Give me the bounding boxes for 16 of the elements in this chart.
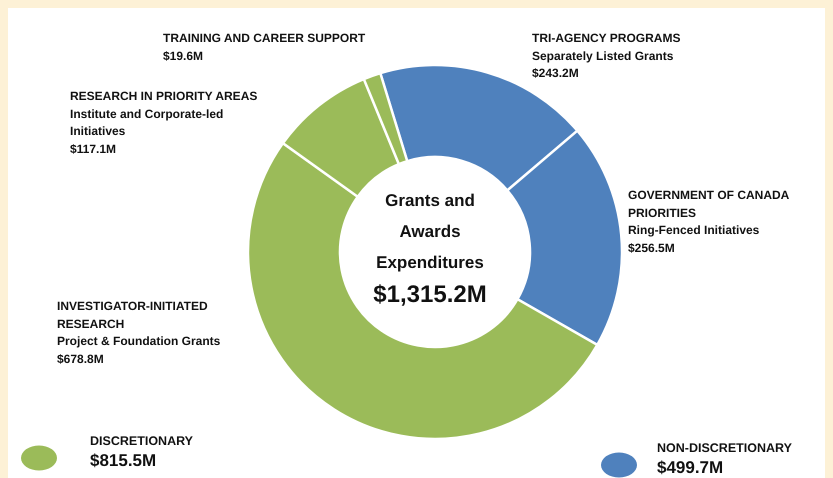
slice-label: RESEARCH IN PRIORITY AREAS Institute and Corporate-led Initiatives [70, 88, 258, 140]
text: $499.7M [657, 457, 724, 478]
slice-label: GOVERNMENT OF CANADA PRIORITIES Ring-Fenced Initiatives [628, 187, 790, 239]
data-label: $256.5M [628, 240, 676, 256]
data-label: $243.2M [532, 65, 580, 82]
text: $1,315.2M [372, 280, 488, 310]
text: DISCRETIONARY [90, 433, 194, 450]
text: Grants and Awards Expenditures [375, 190, 485, 274]
text: NON-DISCRETIONARY [657, 440, 792, 457]
data-label: $117.1M [70, 140, 118, 158]
text: $815.5M [90, 450, 158, 472]
slice-label: TRAINING AND CAREER SUPPORT [163, 30, 366, 47]
data-label: $19.6M [163, 48, 204, 64]
data-label: $678.8M [57, 350, 105, 368]
slice-label: INVESTIGATOR-INITIATED RESEARCH Project & Foundation Grants [57, 298, 222, 350]
slice-label: TRI-AGENCY PROGRAMS Separately Listed Grants [532, 30, 682, 64]
